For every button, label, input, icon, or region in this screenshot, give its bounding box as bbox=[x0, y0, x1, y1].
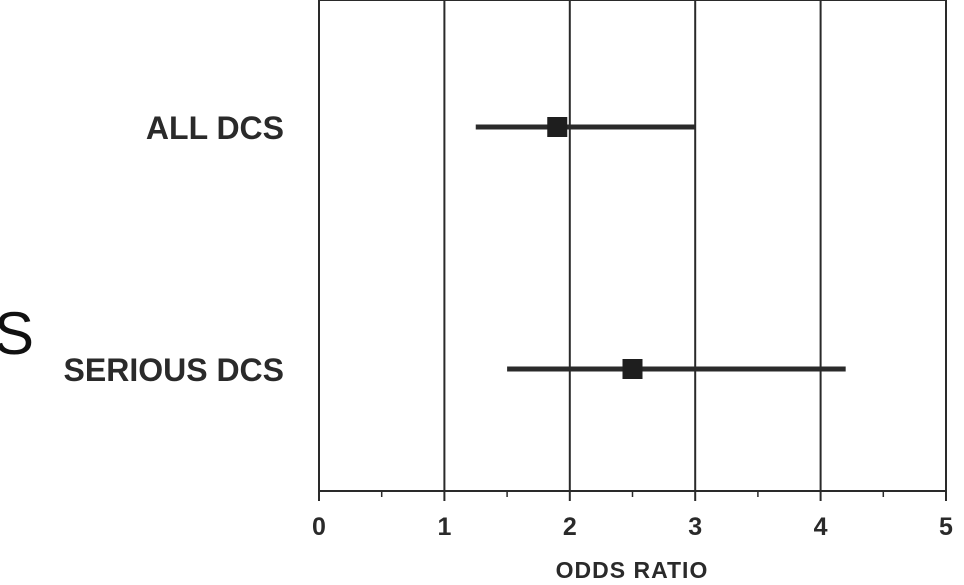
row-label-1: SERIOUS DCS bbox=[64, 352, 284, 388]
plot-frame bbox=[318, 0, 947, 492]
point-estimate-0 bbox=[547, 117, 568, 137]
cropped-letter-fragment: S bbox=[0, 300, 35, 367]
grid-lines bbox=[443, 0, 822, 491]
x-axis-ticks bbox=[318, 491, 947, 501]
x-tick-label-4: 4 bbox=[814, 513, 828, 541]
x-axis-title: ODDS RATIO bbox=[556, 557, 709, 583]
x-tick-label-0: 0 bbox=[312, 513, 326, 541]
x-tick-label-2: 2 bbox=[563, 513, 577, 541]
point-estimate-1 bbox=[622, 359, 643, 379]
x-axis-tick-labels: 0 1 2 3 4 5 bbox=[312, 513, 953, 541]
x-tick-label-5: 5 bbox=[939, 513, 953, 541]
x-tick-label-1: 1 bbox=[437, 513, 451, 541]
row-label-0: ALL DCS bbox=[146, 110, 284, 146]
estimates: ALL DCS SERIOUS DCS bbox=[64, 110, 846, 388]
x-tick-label-3: 3 bbox=[688, 513, 702, 541]
